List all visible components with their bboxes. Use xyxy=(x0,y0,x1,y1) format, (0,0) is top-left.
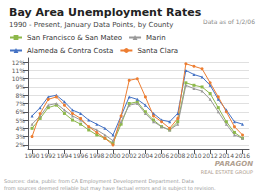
svg-text:2000: 2000 xyxy=(105,152,120,159)
svg-text:1990 - Present, January Data P: 1990 - Present, January Data Points, by … xyxy=(9,21,173,29)
svg-text:PARAGON: PARAGON xyxy=(215,160,253,168)
svg-text:1992: 1992 xyxy=(41,152,56,159)
svg-text:2008: 2008 xyxy=(170,152,185,159)
svg-text:1996: 1996 xyxy=(73,152,88,159)
svg-text:from sources deemed reliable b: from sources deemed reliable but may hav… xyxy=(4,185,216,192)
svg-text:12%: 12% xyxy=(12,59,26,66)
svg-text:REAL ESTATE GROUP: REAL ESTATE GROUP xyxy=(201,169,253,175)
svg-text:8%: 8% xyxy=(15,92,25,99)
svg-text:2016: 2016 xyxy=(235,152,250,159)
svg-text:4%: 4% xyxy=(15,125,25,132)
svg-text:1994: 1994 xyxy=(57,152,72,159)
svg-text:Alameda & Contra Costa: Alameda & Contra Costa xyxy=(27,47,113,55)
svg-text:2004: 2004 xyxy=(138,152,153,159)
svg-text:1998: 1998 xyxy=(89,152,104,159)
svg-text:2012: 2012 xyxy=(203,152,218,159)
svg-text:2006: 2006 xyxy=(154,152,169,159)
svg-text:1990: 1990 xyxy=(24,152,39,159)
svg-text:7%: 7% xyxy=(15,100,25,107)
svg-text:2010: 2010 xyxy=(186,152,201,159)
svg-text:Marin: Marin xyxy=(146,34,166,42)
svg-text:11%: 11% xyxy=(12,67,26,74)
svg-text:6%: 6% xyxy=(15,108,25,115)
svg-text:9%: 9% xyxy=(15,83,25,90)
svg-text:2002: 2002 xyxy=(122,152,137,159)
svg-text:2014: 2014 xyxy=(219,152,234,159)
svg-text:10%: 10% xyxy=(12,75,26,82)
svg-text:3%: 3% xyxy=(15,133,25,140)
svg-text:5%: 5% xyxy=(15,117,25,124)
svg-text:Sources: data, public from CA: Sources: data, public from CA Employment… xyxy=(4,178,194,185)
svg-text:2%: 2% xyxy=(15,141,25,148)
svg-text:Data as of 1/2/06: Data as of 1/2/06 xyxy=(203,18,255,25)
svg-text:San Francisco & San Mateo: San Francisco & San Mateo xyxy=(27,34,122,42)
svg-text:Bay Area Unemployment Rates: Bay Area Unemployment Rates xyxy=(9,6,202,19)
svg-text:Santa Clara: Santa Clara xyxy=(137,47,178,55)
